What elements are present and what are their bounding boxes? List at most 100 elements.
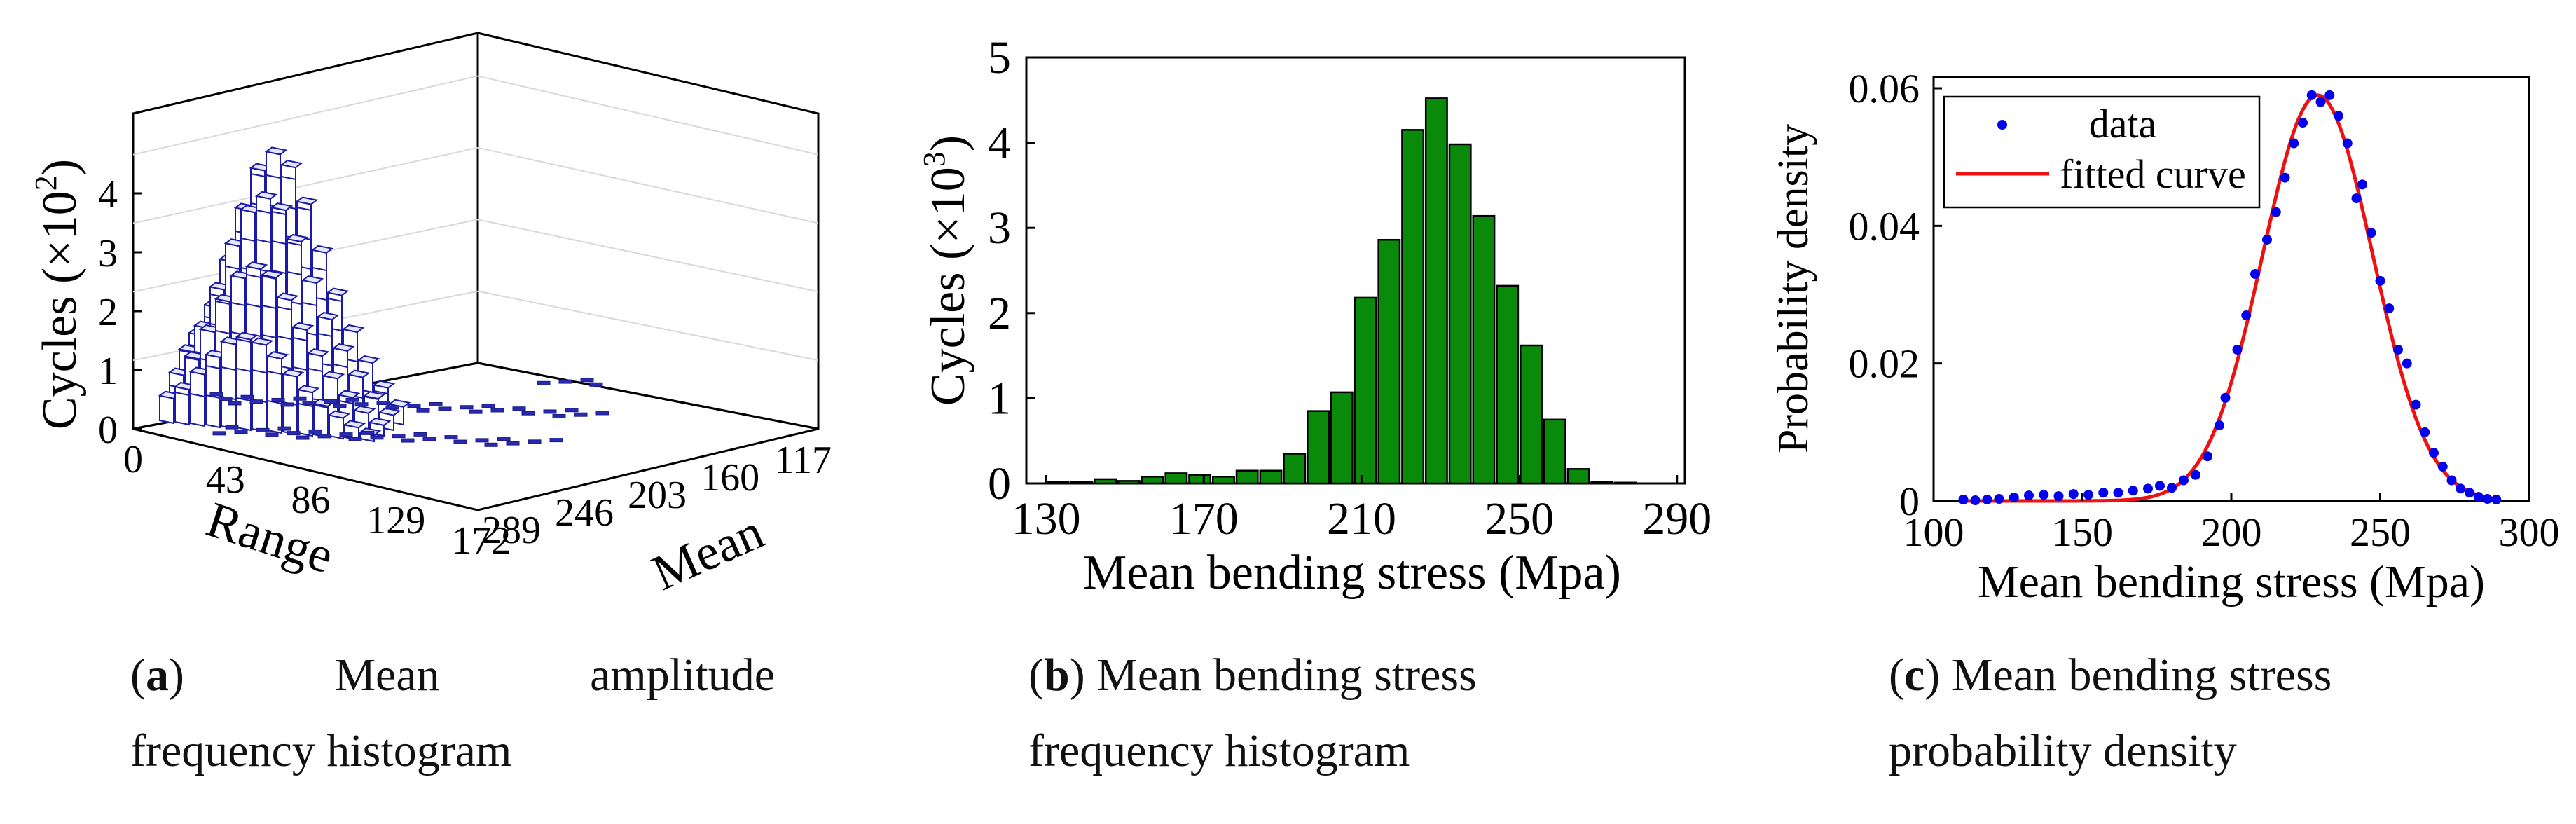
panel-c-y-tick-label: 0.06 bbox=[1849, 66, 1920, 111]
panel-a-floor-bin bbox=[308, 429, 322, 434]
panel-c-y-tick-label: 0.02 bbox=[1849, 341, 1920, 387]
panel-c-y-tick-label: 0 bbox=[1899, 479, 1920, 524]
panel-b-y-label-exp: 3 bbox=[917, 151, 951, 167]
panel-a-floor-bin bbox=[228, 401, 242, 406]
panel-b-bar bbox=[1566, 468, 1590, 485]
panel-a-floor-bin bbox=[549, 438, 563, 443]
panel-a-floor-bin bbox=[444, 435, 458, 440]
panel-a-z-tick-label: 0 bbox=[98, 408, 118, 452]
caption-a-label-wrap: (a) bbox=[130, 650, 184, 701]
panel-b-bars bbox=[1046, 97, 1638, 485]
panel-b-x-tick-label: 290 bbox=[1642, 493, 1711, 544]
panel-a-floor-bin bbox=[543, 409, 557, 414]
panel-c-data-point bbox=[2220, 392, 2231, 403]
panel-a-z-label-exp: 2 bbox=[29, 175, 63, 191]
panel-a-floor-bin bbox=[595, 411, 609, 416]
panel-b-bar bbox=[1614, 481, 1638, 485]
panel-c-data-point bbox=[2306, 90, 2317, 100]
panel-a-range-tick-label: 172 bbox=[452, 519, 511, 563]
panel-c-data-point bbox=[2203, 451, 2212, 462]
panel-b-x-label: Mean bending stress (Mpa) bbox=[1083, 546, 1621, 600]
panel-b-x-tick-label: 170 bbox=[1169, 493, 1239, 544]
panel-c-data-points bbox=[1958, 90, 2502, 506]
panel-a-floor-bin bbox=[345, 397, 359, 402]
panel-a-floor-bin bbox=[324, 399, 338, 404]
panel-c-data-point bbox=[2491, 495, 2502, 505]
panel-a-floor-bin bbox=[212, 431, 226, 436]
panel-c-data-point bbox=[2179, 475, 2189, 486]
panel-a-range-tick-label: 0 bbox=[123, 438, 143, 481]
panel-a-floor-bin bbox=[506, 441, 520, 446]
panel-c-data-point bbox=[2429, 448, 2439, 458]
panel-a-floor-bin bbox=[429, 401, 443, 406]
panel-a-z-tick-label: 2 bbox=[98, 291, 118, 334]
caption-a-label: a bbox=[145, 650, 169, 701]
panel-b-bar bbox=[1472, 214, 1496, 485]
panel-b-bar bbox=[1307, 410, 1330, 485]
panel-a-mean-tick-label: 203 bbox=[628, 474, 687, 517]
panel-a-mean-label: Mean bbox=[644, 503, 771, 601]
panel-c-fitted-curve bbox=[1963, 93, 2500, 503]
panel-b-bar bbox=[1448, 143, 1472, 485]
panel-c-data-point bbox=[2098, 488, 2109, 498]
panel-a-mean-tick-label: 289 bbox=[482, 509, 541, 552]
panel-a-floor-bin bbox=[293, 396, 307, 401]
panel-a-floor-bin bbox=[354, 402, 369, 407]
caption-c-line1: (c) Mean bending stress bbox=[1889, 650, 2332, 701]
panel-a-floor-bin bbox=[490, 408, 504, 413]
caption-a-word1: Mean bbox=[334, 650, 440, 701]
panel-c-data-point bbox=[2366, 228, 2376, 238]
panel-a-floor-bin bbox=[370, 435, 384, 440]
caption-a: (a) Mean amplitude frequency histogram bbox=[130, 638, 775, 789]
panel-b-y-tick-label: 5 bbox=[988, 32, 1011, 83]
panel-a-z-tick-label: 3 bbox=[98, 232, 118, 275]
panel-c-legend-fit-label: fitted curve bbox=[2060, 151, 2246, 197]
panel-b-bar bbox=[1117, 480, 1141, 485]
panel-a-floor-bin bbox=[574, 412, 588, 417]
panel-a-gridline bbox=[477, 146, 819, 224]
panel-a-floor-bin bbox=[413, 432, 427, 437]
panel-b-y-label-close: ) bbox=[921, 135, 975, 151]
panel-a-floor-bin bbox=[401, 438, 415, 443]
panel-a-floor-bin bbox=[481, 403, 495, 408]
panel-a-bar bbox=[266, 351, 289, 434]
panel-c-data-point bbox=[2315, 97, 2326, 107]
caption-b: (b) Mean bending stress frequency histog… bbox=[1028, 638, 1701, 789]
panel-c-data-point bbox=[2280, 172, 2290, 183]
panel-b-bar bbox=[1543, 418, 1566, 485]
panel-a-floor-bin bbox=[333, 404, 347, 408]
panel-c-data-point bbox=[1982, 495, 1992, 505]
panel-b-y-tick-label: 2 bbox=[988, 288, 1011, 339]
panel-c-data-point bbox=[2324, 90, 2335, 100]
panel-a-floor-bin bbox=[438, 406, 452, 411]
panel-a-mean-tick-label: 246 bbox=[555, 491, 614, 535]
panel-a-floor-bin bbox=[497, 437, 511, 441]
panel-b-bar bbox=[1141, 476, 1164, 485]
panel-c-data-point bbox=[2262, 234, 2272, 245]
panel-c-data-point bbox=[2384, 303, 2395, 314]
panel-a-floor-bin bbox=[521, 411, 535, 416]
panel-a-range-ticks: 0 43 86 129 172 bbox=[123, 438, 511, 563]
panel-b-bar bbox=[1188, 474, 1212, 485]
panel-a-floor-bin bbox=[565, 408, 579, 413]
panel-c-data-point bbox=[2411, 399, 2421, 410]
panel-b-bar bbox=[1330, 391, 1354, 485]
panel-a-floor-bin bbox=[209, 392, 223, 397]
panel-c-data-point bbox=[1958, 495, 1969, 505]
panel-a-floor-bin bbox=[361, 430, 375, 435]
panel-c-data-point bbox=[2143, 483, 2153, 494]
panel-a-z-label-close: ) bbox=[33, 159, 87, 175]
panel-a-floor-bin bbox=[580, 378, 594, 383]
panel-b-bar bbox=[1424, 97, 1448, 485]
panel-b-x-ticks: 130 170 210 250 290 bbox=[1012, 475, 1711, 544]
panel-a-floor-bin bbox=[460, 405, 474, 410]
panel-a-range-tick-label: 43 bbox=[206, 458, 245, 502]
panel-c-data-point bbox=[2298, 118, 2308, 128]
panel-a-gridline bbox=[132, 146, 478, 224]
panel-a-range-tick-label: 86 bbox=[291, 479, 331, 522]
panel-a-gridline bbox=[477, 75, 819, 156]
panel-c-x-tick-label: 300 bbox=[2499, 509, 2560, 555]
caption-c: (c) Mean bending stress probability dens… bbox=[1889, 638, 2533, 789]
